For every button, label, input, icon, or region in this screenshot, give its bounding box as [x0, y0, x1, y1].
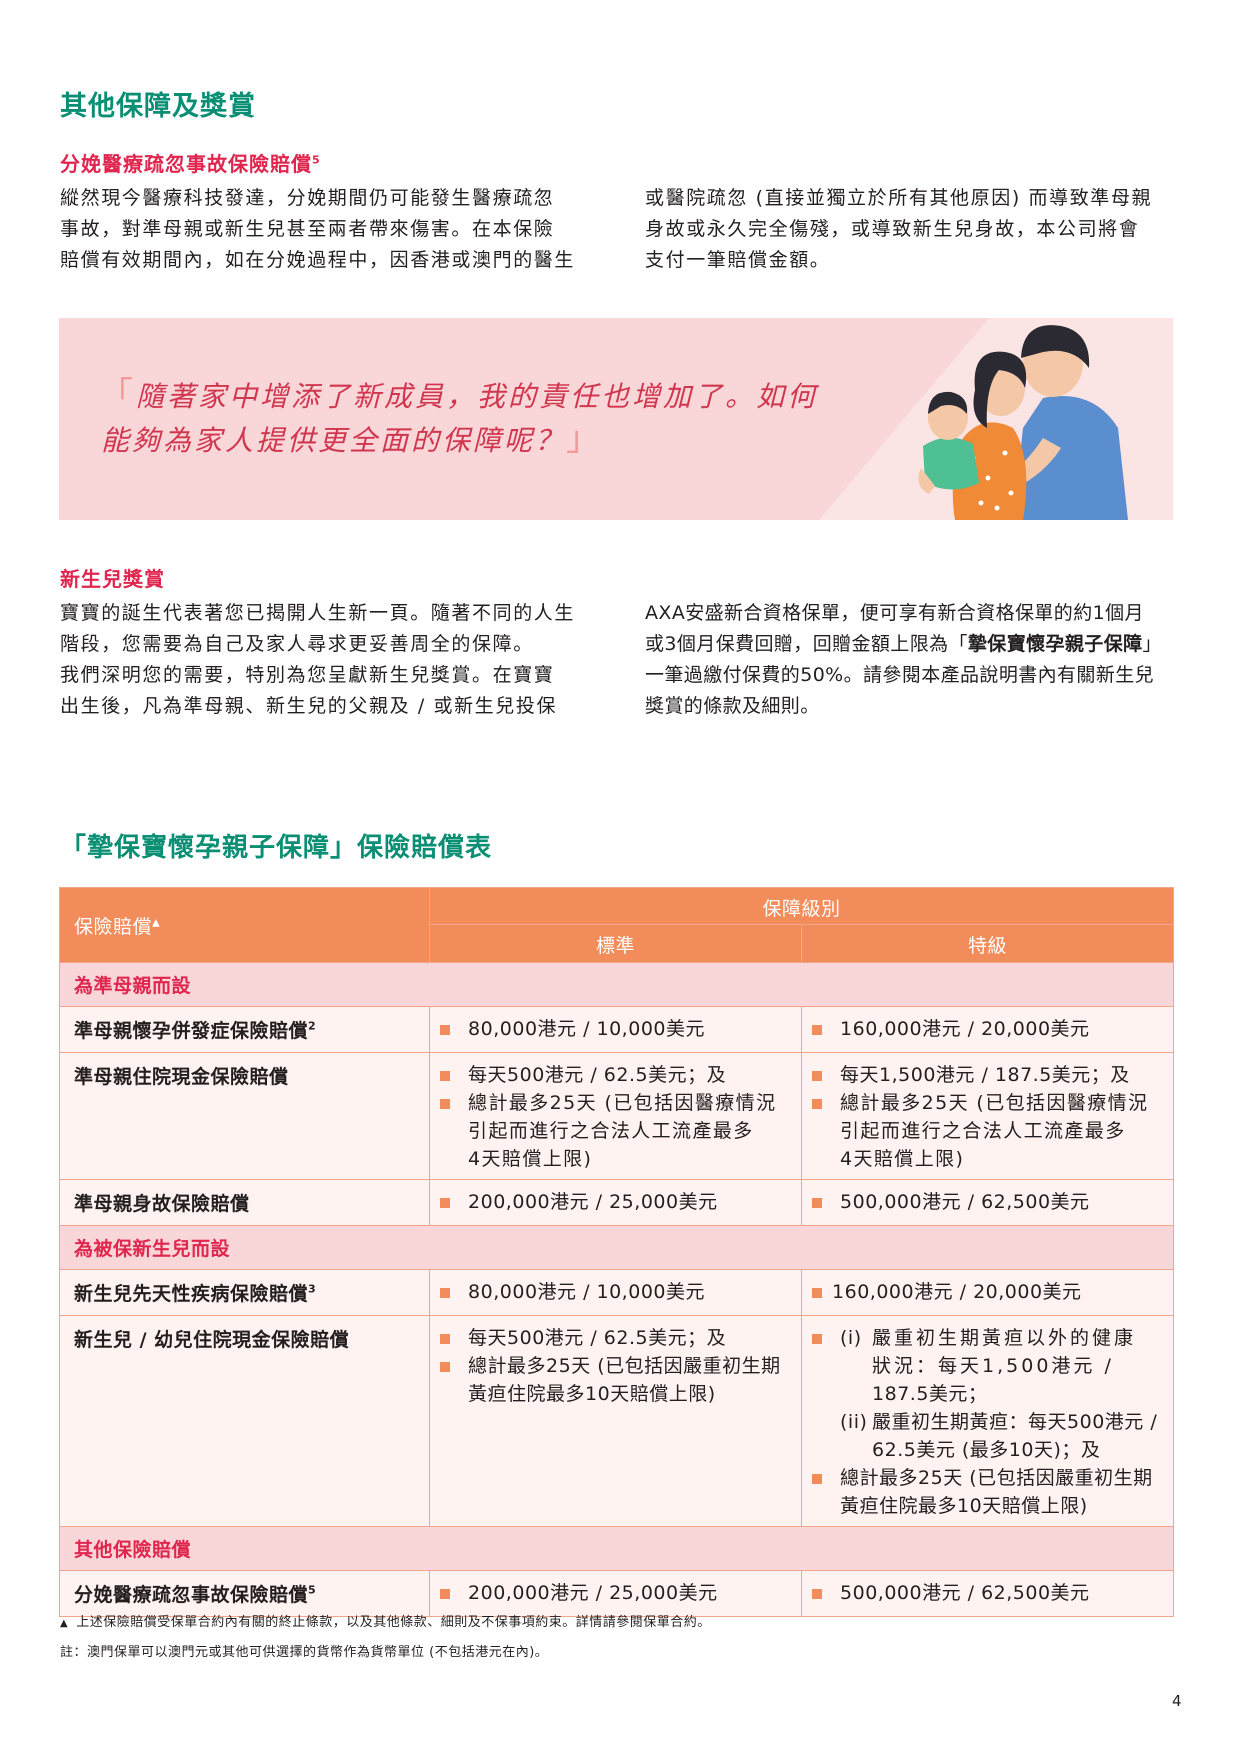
- section-row-newborn: 為被保新生兒而設: [59, 1225, 1174, 1270]
- section2-title: 新生兒獎賞: [60, 567, 165, 591]
- benefit-table: 保險賠償▲ 保障級別 標準 特級 為準母親而設 準母親懷孕併發症保險賠償2 80…: [58, 887, 1174, 1617]
- bullet-square-icon: [440, 1025, 451, 1035]
- superior-value: 500,000港元 / 62,500美元: [801, 1179, 1174, 1226]
- bullet-square-icon: [812, 1589, 823, 1599]
- bullet-square-icon: [440, 1071, 451, 1081]
- standard-value: 200,000港元 / 25,000美元: [429, 1570, 803, 1617]
- bullet-square-icon: [440, 1589, 451, 1599]
- column-header-standard: 標準: [429, 924, 803, 963]
- section-row-other: 其他保險賠償: [59, 1526, 1174, 1571]
- section2-left-paragraph: 寶寶的誕生代表著您已揭開人生新一頁。隨著不同的人生 階段，您需要為自己及家人尋求…: [60, 602, 576, 717]
- section-heading: 其他保障及獎賞: [60, 91, 256, 122]
- bullet-square-icon: [440, 1198, 451, 1208]
- section1-left-paragraph: 縱然現今醫療科技發達，分娩期間仍可能發生醫療疏忽 事故，對準母親或新生兒甚至兩者…: [60, 187, 576, 271]
- footnote-macau: 註：澳門保單可以澳門元或其他可供選擇的貨幣作為貨幣單位 (不包括港元在內)。: [60, 1645, 549, 1660]
- table-row: 分娩醫療疏忽事故保險賠償5 200,000港元 / 25,000美元 500,0…: [58, 1570, 1174, 1617]
- bullet-square-icon: [812, 1474, 823, 1484]
- benefit-name: 新生兒先天性疾病保險賠償3: [58, 1269, 431, 1316]
- table-row: 準母親懷孕併發症保險賠償2 80,000港元 / 10,000美元 160,00…: [58, 1006, 1174, 1053]
- benefit-table-title: 「摯保寶懷孕親子保障」保險賠償表: [60, 833, 493, 863]
- bullet-square-icon: [812, 1198, 823, 1208]
- table-row: 新生兒 / 幼兒住院現金保險賠償 每天500港元 / 62.5美元；及 總計最多…: [58, 1315, 1174, 1527]
- footnote-terms: ▲ 上述保險賠償受保單合約內有關的終止條款，以及其他條款、細則及不保事項約束。詳情…: [60, 1615, 711, 1630]
- superior-value: 每天1,500港元 / 187.5美元；及 總計最多25天 (已包括因醫療情況引…: [801, 1052, 1174, 1180]
- page-number: 4: [1172, 1692, 1182, 1710]
- bullet-square-icon: [440, 1334, 451, 1344]
- superior-value: (i) 嚴重初生期黃疸以外的健康 狀況：每天1,500港元 /187.5美元； (i…: [801, 1315, 1174, 1527]
- bullet-square-icon: [812, 1099, 823, 1109]
- table-row: 準母親身故保險賠償 200,000港元 / 25,000美元 500,000港元…: [58, 1179, 1174, 1226]
- section2-right-paragraph: AXA安盛新合資格保單，便可享有新合資格保單的約1個月 或3個月保費回贈，回贈金…: [645, 602, 1162, 717]
- superior-value: 160,000港元 / 20,000美元: [801, 1269, 1174, 1316]
- standard-value: 每天500港元 / 62.5美元；及 總計最多25天 (已包括因醫療情況 引起而進…: [429, 1052, 803, 1180]
- superior-value: 500,000港元 / 62,500美元: [801, 1570, 1174, 1617]
- superior-value: 160,000港元 / 20,000美元: [801, 1006, 1174, 1053]
- table-row: 新生兒先天性疾病保險賠償3 80,000港元 / 10,000美元 160,00…: [58, 1269, 1174, 1316]
- bullet-square-icon: [440, 1099, 451, 1109]
- standard-value: 200,000港元 / 25,000美元: [429, 1179, 803, 1226]
- section1-title: 分娩醫療疏忽事故保險賠償5: [60, 152, 321, 176]
- table-row: 準母親住院現金保險賠償 每天500港元 / 62.5美元；及 總計最多25天 (…: [58, 1052, 1174, 1180]
- standard-value: 每天500港元 / 62.5美元；及 總計最多25天 (已包括因嚴重初生期 黃疸住…: [429, 1315, 803, 1527]
- bullet-square-icon: [440, 1362, 451, 1372]
- bullet-square-icon: [812, 1334, 823, 1344]
- standard-value: 80,000港元 / 10,000美元: [429, 1006, 803, 1053]
- bullet-square-icon: [812, 1025, 823, 1035]
- benefit-name: 準母親住院現金保險賠償: [58, 1052, 431, 1180]
- section-row-mother: 為準母親而設: [59, 962, 1174, 1007]
- benefit-name: 準母親懷孕併發症保險賠償2: [58, 1006, 431, 1053]
- standard-value: 80,000港元 / 10,000美元: [429, 1269, 803, 1316]
- column-header-superior: 特級: [801, 924, 1174, 963]
- benefit-name: 分娩醫療疏忽事故保險賠償5: [58, 1570, 431, 1617]
- bullet-square-icon: [440, 1288, 451, 1298]
- quote-banner: 「隨著家中增添了新成員，我的責任也增加了。如何 能夠為家人提供更全面的保障呢？」: [59, 318, 1173, 520]
- column-header-level: 保障級別: [429, 887, 1174, 925]
- section1-right-paragraph: 或醫院疏忽 (直接並獨立於所有其他原因) 而導致準母親 身故或永久完全傷殘，或導…: [645, 187, 1153, 271]
- benefit-name: 準母親身故保險賠償: [58, 1179, 431, 1226]
- quote-text: 「隨著家中增添了新成員，我的責任也增加了。如何 能夠為家人提供更全面的保障呢？」: [99, 375, 819, 459]
- benefit-name: 新生兒 / 幼兒住院現金保險賠償: [58, 1315, 431, 1527]
- family-illustration: [918, 325, 1128, 520]
- column-header-benefit: 保險賠償▲: [58, 887, 431, 963]
- bullet-square-icon: [812, 1071, 823, 1081]
- bullet-square-icon: [812, 1288, 823, 1298]
